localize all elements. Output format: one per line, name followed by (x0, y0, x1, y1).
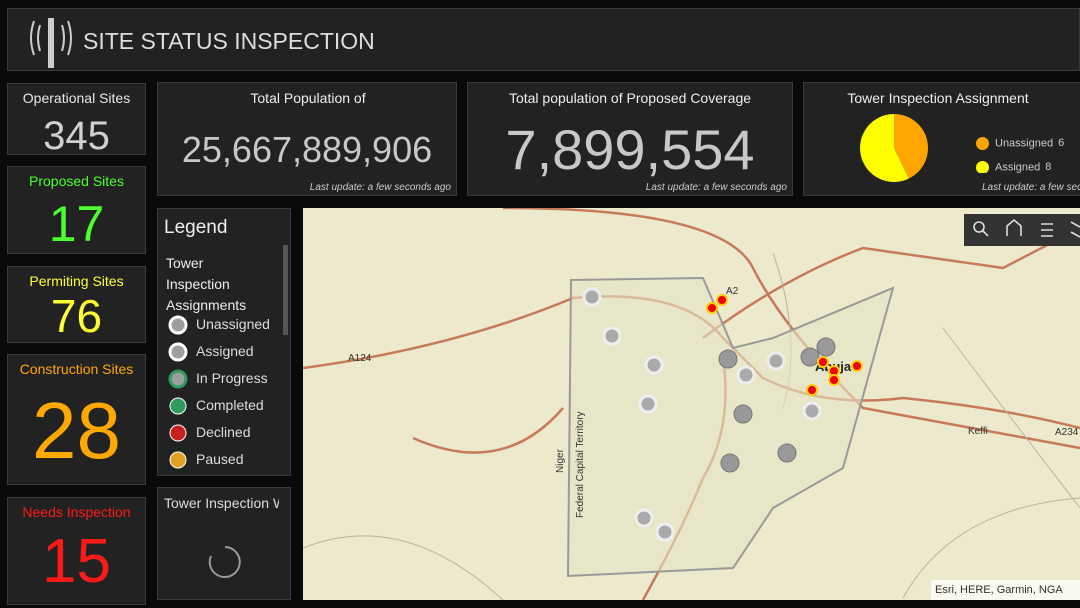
header-title: SITE STATUS INSPECTION (83, 28, 375, 54)
header: SITE STATUS INSPECTION (7, 8, 1080, 71)
legend-swatch (169, 397, 187, 415)
panel-title: Tower Inspection Work Orders (164, 495, 279, 511)
legend-item-label: Declined (196, 424, 251, 440)
legend-swatch (976, 161, 989, 173)
legend-dot (168, 369, 188, 389)
card-value: 25,667,889,906 (181, 129, 433, 170)
indicator-value: 15 (42, 527, 111, 596)
card-footnote: Last update: a few seconds ago (309, 182, 451, 193)
legend-value: 6 (1058, 137, 1065, 150)
legend-item-label: Completed (196, 397, 264, 413)
work-panel: Tower Inspection Work Orders (157, 487, 291, 600)
coverage-card: Total population of Proposed Coverage 7,… (467, 82, 793, 196)
map-label: Federal Capital Territory (575, 411, 586, 518)
indicator-card: Permiting Sites 76 (7, 266, 146, 343)
legend-entry: Assigned 8 (976, 161, 1051, 173)
population-card: Total Population of Operating Coverage 2… (157, 82, 457, 196)
loading-spinner (208, 546, 241, 578)
legend-title: Legend (164, 217, 228, 238)
indicator-value: 345 (43, 114, 110, 155)
site-points[interactable] (582, 287, 863, 542)
map-toolbar (964, 214, 1080, 246)
pie-slice (860, 114, 909, 182)
legend-dot (169, 451, 187, 469)
legend-heading: Tower Inspection Assignments (166, 255, 247, 313)
indicator-label: Construction Sites (19, 361, 134, 377)
map-label: A2 (726, 286, 739, 297)
legend-dot (169, 397, 187, 415)
map-label: Niger (555, 448, 566, 473)
map[interactable]: A2 A124 Abuja Keffi A234 Niger Federal C… (303, 208, 1080, 600)
legend-entry: Unassigned 6 (976, 137, 1064, 150)
legend-dot (169, 424, 187, 442)
card-title: Total population of Proposed Coverage (508, 90, 752, 106)
indicator-value: 17 (48, 196, 105, 252)
indicator-value: 28 (32, 386, 121, 475)
map-label: A124 (348, 353, 372, 364)
tower-icon (30, 18, 72, 68)
pie-card: Tower Inspection Assignment Last update:… (803, 82, 1080, 196)
legend-item-label: Assigned (196, 343, 254, 359)
map-label: A234 (1055, 427, 1079, 438)
scrollbar[interactable] (283, 245, 288, 335)
indicator-card: Needs Inspection 15 (7, 497, 146, 605)
pie-chart (860, 114, 928, 182)
legend-swatch (169, 424, 187, 442)
card-value: 7,899,554 (505, 118, 755, 181)
legend-label: Assigned (995, 161, 1041, 173)
legend-value: 8 (1045, 161, 1052, 173)
indicator-card: Operational Sites 345 (7, 83, 146, 155)
legend-dot (168, 315, 188, 335)
indicator-label: Permiting Sites (29, 273, 124, 289)
pie-legend: Unassigned 6 Assigned 8 (976, 137, 1080, 173)
indicator-value: 76 (50, 290, 103, 342)
legend-panel: Legend Tower Inspection Assignments Unas… (157, 208, 291, 476)
legend-swatch (168, 315, 188, 335)
map-tools[interactable] (973, 218, 1080, 238)
map-attribution: Esri, HERE, Garmin, NGA (935, 584, 1063, 596)
legend-item-label: Unassigned (196, 316, 270, 332)
legend-item-label: Paused (196, 451, 244, 467)
indicator-card: Construction Sites 28 (7, 354, 146, 485)
legend-label: Unassigned (995, 137, 1054, 150)
card-footnote: Last update: a few seconds ago (645, 182, 787, 193)
legend-dot (168, 342, 188, 362)
card-title: Total Population of Operating Coverage (245, 90, 371, 108)
card-footnote: Last update: a few seconds ago (982, 182, 1080, 193)
legend-swatch (168, 342, 188, 362)
chart-title: Tower Inspection Assignment (847, 90, 1029, 106)
pie-slice (894, 114, 928, 179)
legend-swatch (168, 369, 188, 389)
map-label: Keffi (968, 426, 988, 437)
legend-swatch (976, 137, 989, 150)
indicator-label: Needs Inspection (22, 504, 131, 520)
indicator-card: Proposed Sites 17 (7, 166, 146, 254)
indicator-label: Proposed Sites (29, 173, 124, 189)
legend-item-label: In Progress (196, 370, 268, 386)
indicator-label: Operational Sites (22, 90, 131, 106)
legend-swatch (169, 451, 187, 469)
